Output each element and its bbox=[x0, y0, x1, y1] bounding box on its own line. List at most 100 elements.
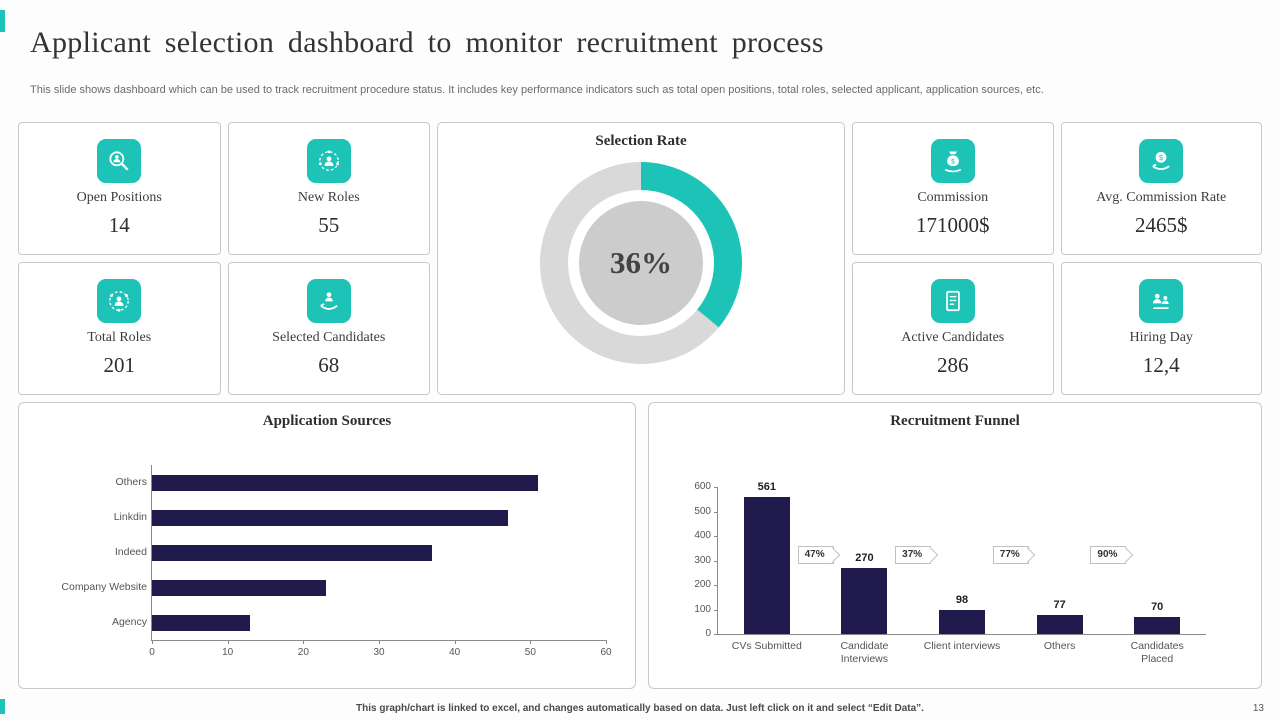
conversion-rate-tag: 47% bbox=[797, 546, 834, 564]
hbar-category-label: Company Website bbox=[61, 580, 147, 593]
kpi-value: 171000$ bbox=[916, 213, 990, 237]
y-axis-tick-label: 600 bbox=[694, 481, 711, 492]
kpi-card-commission: $ Commission 171000$ bbox=[852, 122, 1054, 255]
hbar bbox=[152, 544, 432, 561]
hand-candidate-icon bbox=[306, 279, 351, 323]
vbar-value-label: 561 bbox=[757, 480, 776, 493]
y-axis-tick bbox=[714, 560, 718, 562]
y-axis-tick bbox=[714, 487, 718, 488]
x-axis-tick-label: 20 bbox=[297, 647, 309, 658]
kpi-value: 201 bbox=[103, 353, 136, 377]
donut-hole: 36% bbox=[568, 190, 714, 336]
selection-rate-donut-ring[interactable]: 36% bbox=[540, 162, 742, 364]
vbar bbox=[743, 496, 790, 634]
kpi-card-hiring-day: Hiring Day 12,4 bbox=[1060, 262, 1262, 395]
x-axis-tick-label: 60 bbox=[600, 647, 612, 658]
kpi-card-new-roles: New Roles 55 bbox=[227, 122, 430, 255]
x-axis-tick-label: 10 bbox=[222, 647, 234, 658]
y-axis-tick bbox=[714, 609, 718, 611]
vbar bbox=[939, 610, 985, 634]
conversion-rate-tag: 77% bbox=[992, 546, 1029, 564]
hchart-plot-area: 0 10 20 30 40 50 60 bbox=[149, 465, 612, 658]
vbar-category-label: Candidate Interviews bbox=[840, 640, 889, 666]
application-sources-title: Application Sources bbox=[262, 413, 392, 429]
kpi-card-avg-commission-rate: $ Avg. Commission Rate 2465$ bbox=[1060, 122, 1262, 255]
bottom-accent-bar bbox=[0, 699, 5, 714]
kpi-grid-left: Open Positions 14 New Roles 55 bbox=[18, 122, 430, 395]
kpi-label: Commission bbox=[917, 190, 989, 205]
vbar bbox=[1134, 616, 1181, 634]
page-title: Applicant selection dashboard to monitor… bbox=[30, 26, 824, 59]
resume-icon bbox=[930, 279, 975, 323]
vbar bbox=[841, 567, 888, 634]
vbar bbox=[1036, 615, 1083, 634]
kpi-card-active-candidates: Active Candidates 286 bbox=[852, 262, 1054, 395]
x-axis-tick-label: 40 bbox=[449, 647, 461, 658]
page-number: 13 bbox=[1252, 703, 1264, 714]
hbar-category-label: Others bbox=[115, 475, 147, 488]
kpi-label: Open Positions bbox=[76, 190, 162, 205]
application-sources-chart[interactable]: Application Sources Others Linkdin Indeed C… bbox=[18, 402, 636, 689]
y-axis-tick-label: 100 bbox=[694, 603, 711, 615]
y-axis-tick-label: 400 bbox=[694, 530, 711, 541]
x-axis-tick bbox=[606, 640, 607, 644]
kpi-card-selected-candidates: Selected Candidates 68 bbox=[227, 262, 430, 395]
x-axis-tick bbox=[303, 640, 305, 644]
recruitment-funnel-title: Recruitment Funnel bbox=[890, 413, 1020, 429]
page-subtitle: This slide shows dashboard which can be … bbox=[30, 84, 1044, 96]
footer-note: This graph/chart is linked to excel, and… bbox=[356, 703, 924, 714]
x-axis-tick bbox=[454, 640, 456, 644]
vbar-value-label: 70 bbox=[1151, 600, 1164, 613]
kpi-value: 286 bbox=[937, 353, 969, 377]
kpi-label: Active Candidates bbox=[901, 330, 1005, 345]
hchart-category-labels: Others Linkdin Indeed Company Website Agency bbox=[29, 465, 147, 641]
x-axis-tick bbox=[227, 640, 229, 644]
svg-text:$: $ bbox=[1159, 153, 1164, 162]
hbar bbox=[152, 614, 251, 631]
vbar-category-label: Others bbox=[1043, 640, 1076, 652]
vbar-category-label: CVs Submitted bbox=[731, 640, 802, 652]
top-accent-bar bbox=[0, 10, 5, 32]
selection-rate-value: 36% bbox=[579, 201, 703, 325]
kpi-card-total-roles: Total Roles 201 bbox=[18, 262, 221, 395]
kpi-value: 55 bbox=[318, 213, 340, 237]
selection-rate-title: Selection Rate bbox=[595, 133, 687, 149]
vbar-value-label: 98 bbox=[955, 594, 969, 606]
kpi-card-open-positions: Open Positions 14 bbox=[18, 122, 221, 255]
kpi-value: 14 bbox=[108, 213, 130, 237]
x-axis-tick bbox=[152, 640, 153, 644]
y-axis-tick-label: 0 bbox=[705, 628, 711, 639]
vbar-category-label: Candidates Placed bbox=[1130, 640, 1184, 666]
kpi-label: Selected Candidates bbox=[272, 330, 386, 345]
conversion-rate-tag: 37% bbox=[895, 546, 932, 564]
vbar-value-label: 77 bbox=[1053, 599, 1066, 612]
x-axis-tick bbox=[530, 640, 532, 644]
kpi-value: 68 bbox=[318, 353, 340, 377]
hbar-category-label: Linkdin bbox=[113, 510, 147, 523]
hiring-people-icon bbox=[1139, 279, 1184, 323]
y-axis-tick-label: 200 bbox=[694, 579, 711, 590]
svg-text:$: $ bbox=[951, 157, 955, 166]
y-axis-tick bbox=[714, 585, 718, 586]
kpi-label: Hiring Day bbox=[1129, 330, 1193, 345]
hbar bbox=[152, 474, 538, 491]
conversion-rate-tag: 90% bbox=[1090, 546, 1127, 564]
kpi-value: 2465$ bbox=[1135, 213, 1188, 237]
y-axis-tick-label: 500 bbox=[694, 505, 711, 517]
y-axis-tick bbox=[714, 511, 718, 513]
search-person-icon bbox=[97, 139, 142, 183]
y-axis-tick bbox=[714, 634, 718, 635]
vbar-category-label: Client interviews bbox=[923, 640, 1001, 652]
kpi-grid-right: $ Commission 171000$ $ Avg. Commission R… bbox=[852, 122, 1262, 395]
vbar-value-label: 270 bbox=[855, 551, 874, 564]
kpi-label: New Roles bbox=[297, 190, 360, 205]
x-axis-tick-label: 0 bbox=[149, 647, 155, 658]
coin-hand-icon: $ bbox=[1139, 139, 1184, 183]
money-bag-hand-icon: $ bbox=[930, 139, 975, 183]
kpi-label: Avg. Commission Rate bbox=[1096, 190, 1227, 205]
hbar bbox=[152, 579, 327, 596]
recruitment-funnel-chart[interactable]: Recruitment Funnel 0 100 200 300 400 500 600 56… bbox=[648, 402, 1262, 689]
y-axis-tick-label: 300 bbox=[694, 554, 711, 566]
hbar bbox=[152, 509, 508, 526]
hbar-category-label: Agency bbox=[111, 615, 147, 628]
